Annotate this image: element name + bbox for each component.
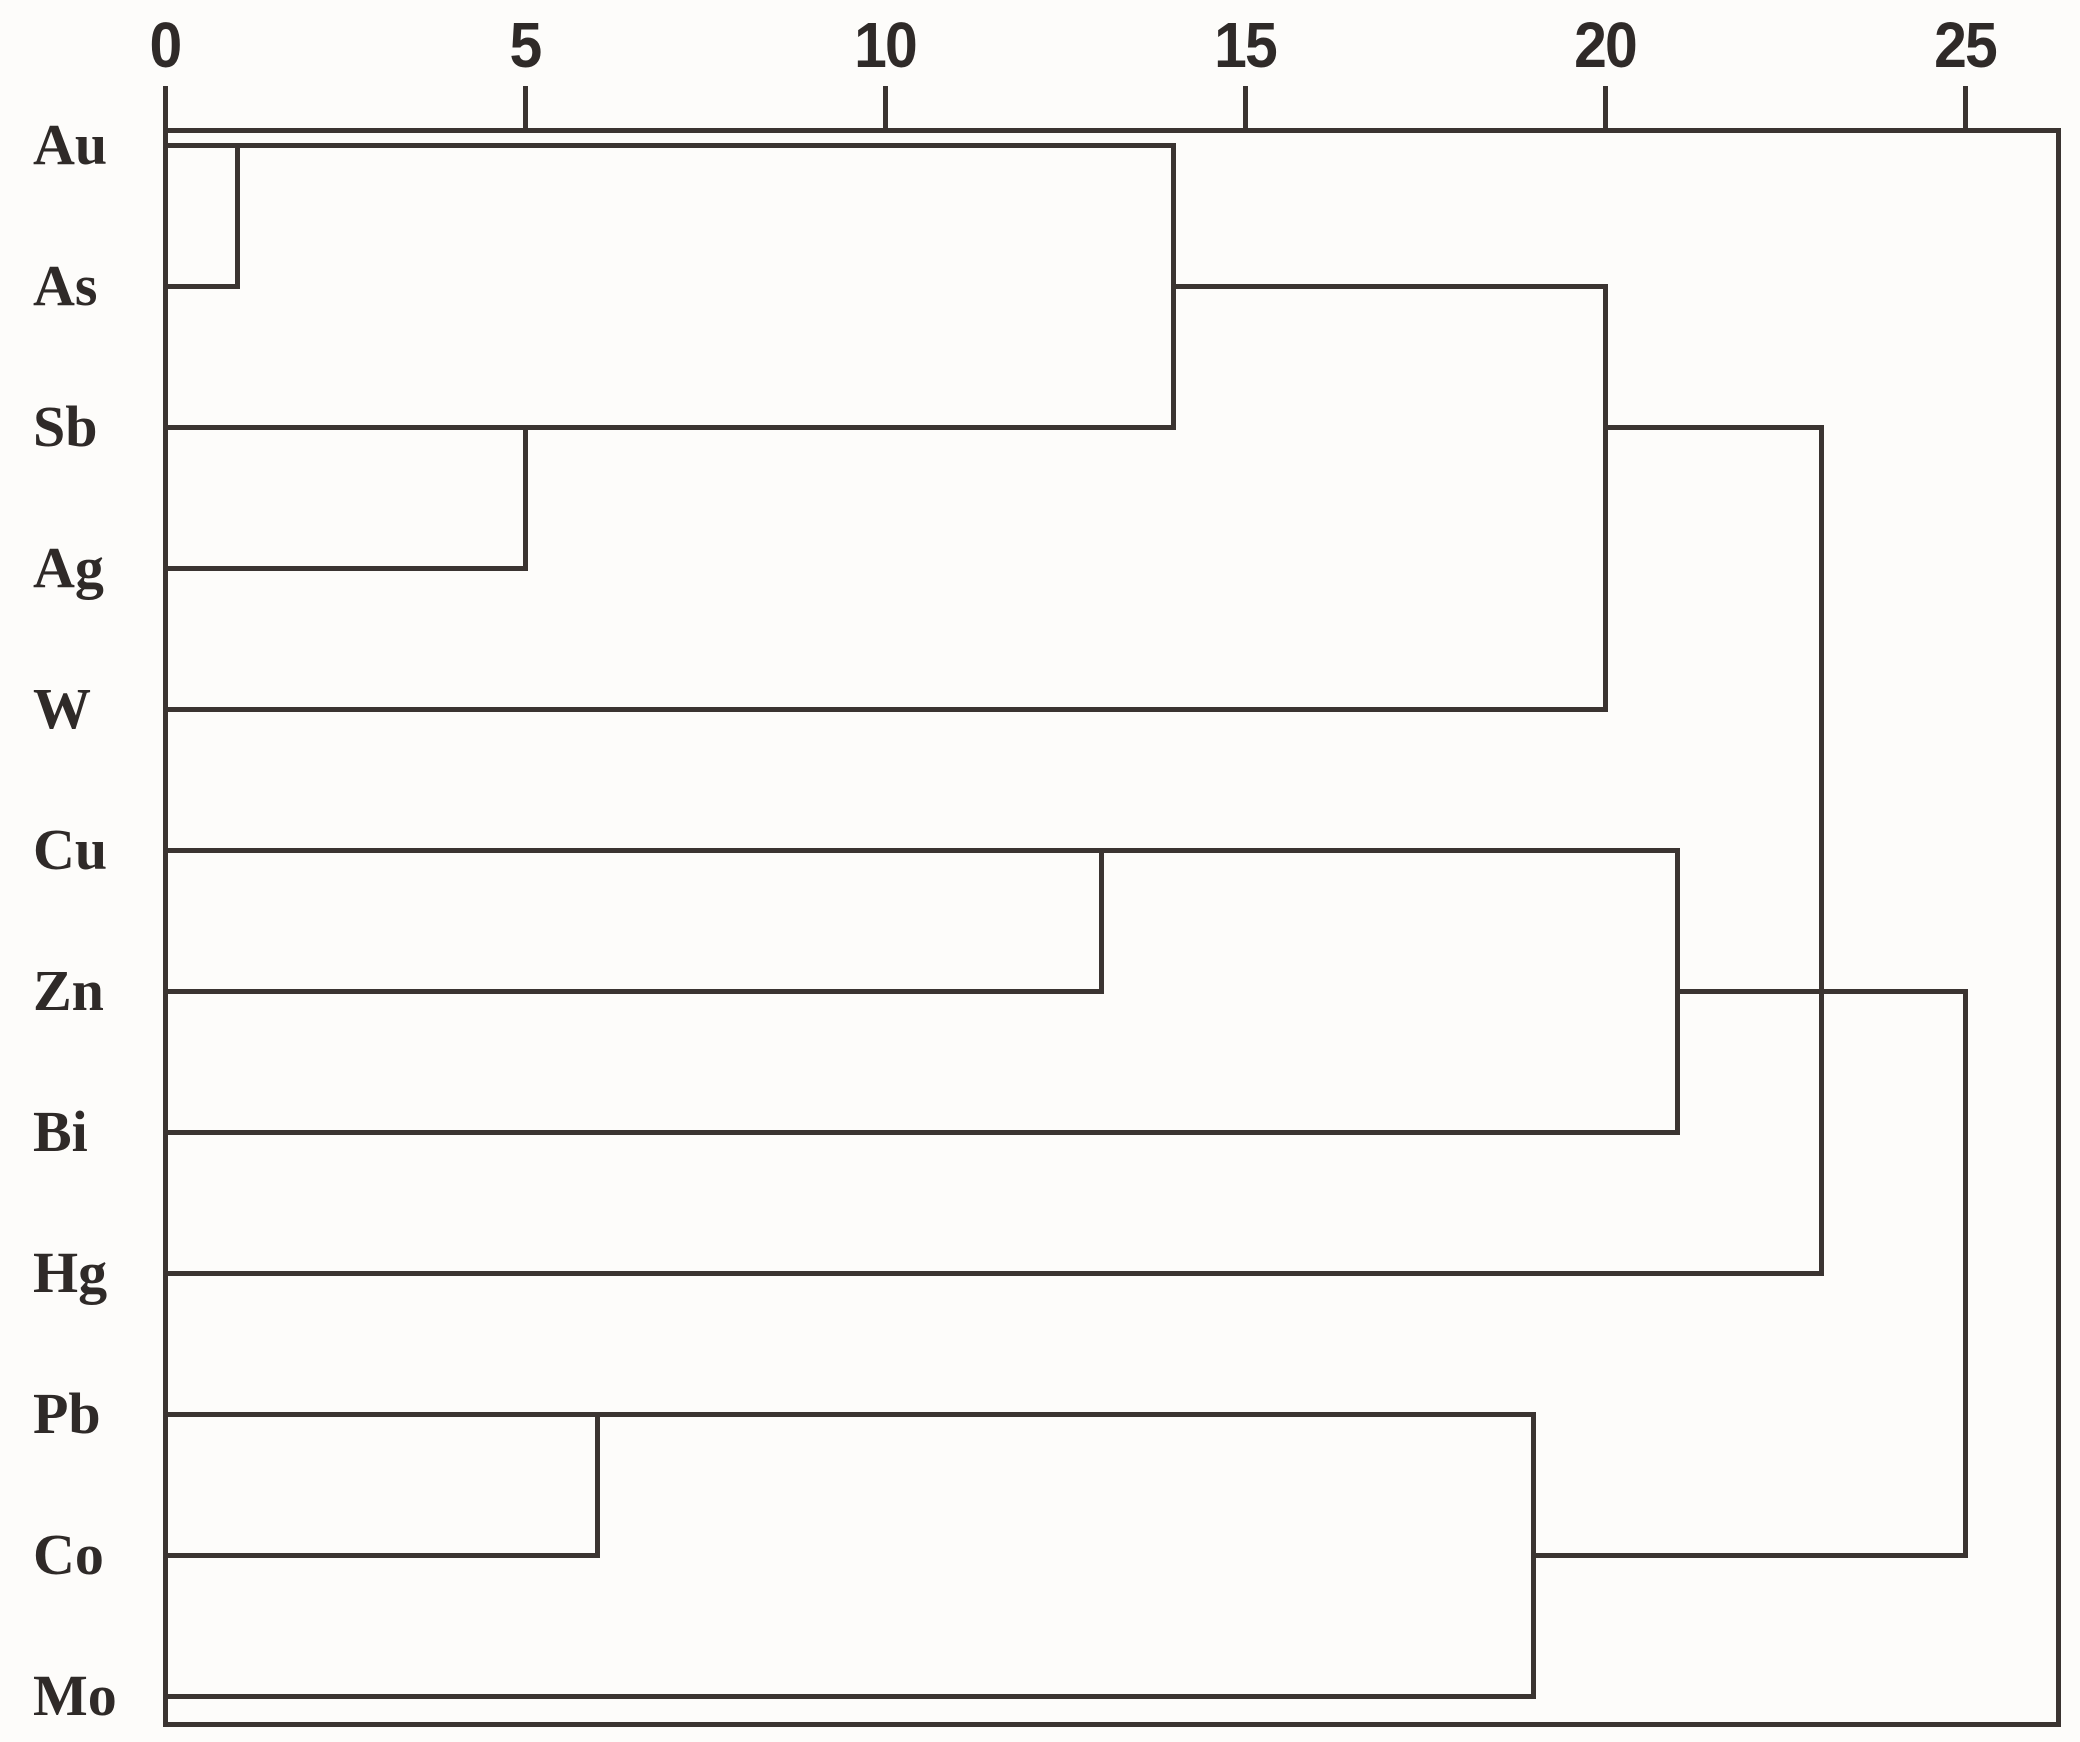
- branch-segment-merge-Hg-d23: [1819, 425, 1824, 1276]
- branch-segment-merge-PbCo-Mo-d19: [1531, 1412, 1536, 1699]
- branch-segment-Au-leaf-and-cluster: [163, 143, 1176, 148]
- branch-segment-PbCoMo-cluster: [1531, 1553, 1968, 1558]
- branch-segment-merge-CuZn-Bi-d21: [1675, 848, 1680, 1135]
- leaf-label-au: Au: [33, 112, 108, 177]
- leaf-label-zn: Zn: [33, 958, 104, 1023]
- branch-segment-merge-CuZnBi-PbCoMo-d25: [1963, 989, 1968, 1558]
- leaf-label-co: Co: [33, 1522, 104, 1587]
- plot-border-right: [2056, 128, 2061, 1727]
- axis-tick-label: 0: [149, 9, 183, 81]
- branch-segment-Sb-leaf-and-cluster: [163, 425, 1176, 430]
- axis-tick-label: 10: [854, 9, 918, 81]
- branch-segment-Cu-leaf-and-cluster: [163, 848, 1680, 853]
- axis-tick-label: 25: [1934, 9, 1998, 81]
- plot-border-left-axis-line: [163, 128, 168, 1727]
- leaf-label-pb: Pb: [33, 1381, 101, 1446]
- axis-tick-mark: [523, 86, 528, 130]
- leaf-label-sb: Sb: [33, 394, 98, 459]
- branch-segment-top5-cluster: [1603, 425, 1824, 430]
- axis-tick-label: 15: [1214, 9, 1278, 81]
- branch-segment-Co-leaf: [163, 1553, 600, 1558]
- axis-tick-mark: [1603, 86, 1608, 130]
- leaf-label-cu: Cu: [33, 817, 108, 882]
- branch-segment-merge-Sb-Ag-d5: [523, 425, 528, 571]
- axis-tick-mark: [163, 86, 168, 130]
- plot-border-top: [163, 128, 2061, 133]
- leaf-label-w: W: [33, 676, 91, 741]
- branch-segment-merge-AuAs-SbAg-d14: [1171, 143, 1176, 430]
- branch-segment-As-leaf: [163, 284, 240, 289]
- leaf-label-mo: Mo: [33, 1663, 117, 1728]
- axis-tick-label: 20: [1574, 9, 1638, 81]
- branch-segment-Zn-leaf: [163, 989, 1104, 994]
- branch-segment-merge-W-d20: [1603, 284, 1608, 712]
- branch-segment-Hg-leaf: [163, 1271, 1824, 1276]
- axis-tick-mark: [1963, 86, 1968, 130]
- branch-segment-Ag-leaf: [163, 566, 528, 571]
- axis-tick-mark: [883, 86, 888, 130]
- axis-tick-mark: [1243, 86, 1248, 130]
- leaf-label-ag: Ag: [33, 535, 104, 600]
- branch-segment-Mo-leaf: [163, 1694, 1536, 1699]
- branch-segment-Pb-leaf-and-cluster: [163, 1412, 1536, 1417]
- branch-segment-W-leaf: [163, 707, 1608, 712]
- branch-segment-merge-Au-As-d1: [235, 143, 240, 289]
- plot-border-bottom: [163, 1722, 2061, 1727]
- branch-segment-merge-Cu-Zn-d13: [1099, 848, 1104, 994]
- branch-segment-AuAsSbAg-cluster: [1171, 284, 1608, 289]
- leaf-label-bi: Bi: [33, 1099, 88, 1164]
- branch-segment-Bi-leaf: [163, 1130, 1680, 1135]
- axis-tick-label: 5: [509, 9, 543, 81]
- leaf-label-as: As: [33, 253, 98, 318]
- leaf-label-hg: Hg: [33, 1240, 108, 1305]
- branch-segment-merge-Pb-Co-d6: [595, 1412, 600, 1558]
